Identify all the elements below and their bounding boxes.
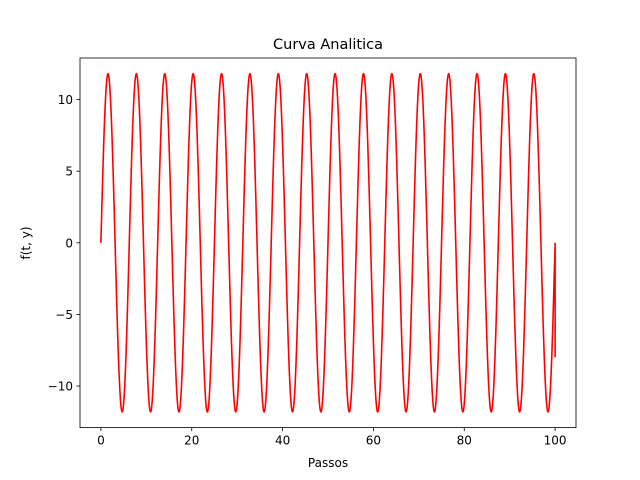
x-tick-label: 0 xyxy=(97,434,105,448)
x-axis-label: Passos xyxy=(308,456,348,470)
series-line xyxy=(100,72,556,413)
y-axis: −10 −5 0 5 10 xyxy=(48,93,80,394)
x-tick-label: 40 xyxy=(275,434,290,448)
x-tick-label: 80 xyxy=(457,434,472,448)
x-axis: 0 20 40 60 80 100 xyxy=(97,427,567,448)
x-tick-label: 100 xyxy=(544,434,567,448)
y-tick-label: −5 xyxy=(55,308,73,322)
chart-title: Curva Analitica xyxy=(273,37,383,53)
y-tick-label: 0 xyxy=(65,236,73,250)
y-tick-label: 10 xyxy=(58,93,73,107)
y-axis-label: f(t, y) xyxy=(19,226,33,259)
x-tick-label: 60 xyxy=(366,434,381,448)
x-tick-label: 20 xyxy=(184,434,199,448)
y-tick-label: −10 xyxy=(48,380,73,394)
y-tick-label: 5 xyxy=(65,165,73,179)
